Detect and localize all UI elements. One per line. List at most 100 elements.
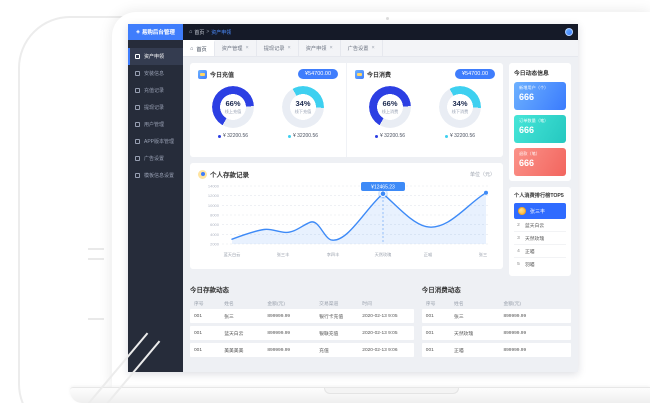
legend-dot	[374, 134, 378, 138]
svg-text:蓝天白云: 蓝天白云	[224, 251, 241, 258]
cell: 899999.99	[267, 313, 291, 319]
donut-amount: ¥ 32200.56	[439, 133, 481, 139]
deposit-record-icon	[198, 169, 207, 179]
sidebar-item-recharge-records[interactable]: 充值记录	[128, 82, 183, 99]
cell: 2020-02-13 9:05	[362, 313, 398, 319]
stat-card-value: 666	[519, 92, 535, 102]
cell: 001	[194, 313, 203, 319]
home-icon: ⌂	[190, 46, 194, 52]
cell: 张三	[454, 314, 464, 320]
ranking-rank: 2	[517, 222, 520, 228]
donut-recharge-offline: 34% 线下充值 ¥ 32200.56	[282, 86, 324, 139]
recharge-icon	[198, 69, 207, 79]
consume-stats: 今日消费 ¥54700.00 66%	[346, 63, 503, 157]
donut-percent: 66%	[225, 99, 241, 108]
deposit-line-chart: 14000 12000 10000 8000 6000 4000 2000	[208, 182, 490, 258]
cell: 899999.99	[503, 330, 527, 336]
chart-tooltip: ¥12465.23	[361, 182, 405, 191]
table-header: 序号 姓名 金额(元) 交易渠道 时间	[190, 298, 414, 309]
cell: 天然玫瑰	[454, 331, 474, 337]
cell: 899999.99	[503, 313, 527, 319]
col-header: 金额(元)	[267, 302, 285, 307]
tab-assets-management[interactable]: 资产管理 ×	[215, 40, 257, 56]
sidebar-item-label: 资产申领	[144, 54, 165, 60]
tab-label: 首页	[196, 46, 207, 53]
sidebar-item-template-settings[interactable]: 模板信息设置	[128, 167, 183, 184]
sidebar-item-label: 广告设置	[144, 156, 165, 162]
cell: 001	[194, 330, 203, 336]
consume-title: 今日消费	[367, 72, 392, 79]
ranking-item: 3 天然玫瑰	[514, 232, 566, 245]
col-header: 姓名	[224, 302, 234, 307]
donut-ring	[212, 86, 254, 128]
legend-dot	[444, 134, 448, 138]
ranking-item: 4 正喵	[514, 245, 566, 258]
tab-withdraw-records[interactable]: 提现记录 ×	[257, 40, 299, 56]
cell: 899999.99	[267, 347, 291, 353]
svg-text:6000: 6000	[210, 222, 220, 227]
tab-ad-settings[interactable]: 广告设置 ×	[341, 40, 383, 56]
amount-text: ¥ 32200.56	[292, 133, 319, 139]
breadcrumb-home[interactable]: 首页	[194, 29, 205, 36]
ranking-rank: 4	[517, 248, 520, 254]
donut-amount: ¥ 32200.56	[282, 133, 324, 139]
cell: 银行卡充值	[319, 314, 344, 320]
donut-label: 线下消费	[451, 109, 469, 114]
sidebar-item-install-info[interactable]: 安装信息	[128, 65, 183, 82]
tab-home[interactable]: ⌂ 首页	[183, 40, 215, 56]
svg-text:天然玫瑰: 天然玫瑰	[375, 251, 393, 258]
svg-text:2000: 2000	[210, 242, 220, 247]
table-row: 001 蓝天白云 899999.99 银联充值 2020-02-13 9:05	[190, 326, 414, 340]
close-icon[interactable]: ×	[245, 45, 249, 51]
svg-text:张三: 张三	[479, 251, 487, 258]
breadcrumb: ⌂ 首页 > 资产申领	[189, 29, 231, 36]
svg-text:¥12465.23: ¥12465.23	[371, 185, 395, 191]
legend-dot	[287, 134, 291, 138]
sidebar-item-app-version[interactable]: APP版本管理	[128, 133, 183, 150]
sidebar-item-ad-settings[interactable]: 广告设置	[128, 150, 183, 167]
svg-text:李四丰: 李四丰	[327, 251, 340, 258]
close-icon[interactable]: ×	[287, 45, 291, 51]
ranking-rank: 5	[517, 262, 520, 267]
cell: 2020-02-13 9:05	[362, 330, 398, 336]
avatar[interactable]	[565, 28, 573, 36]
ranking-item: 2 蓝天白云	[514, 219, 566, 232]
tab-assets-claim[interactable]: 资产申领 ×	[299, 40, 341, 56]
table-row: 001 张三 899999.99	[421, 309, 571, 323]
laptop-base-notch	[324, 388, 459, 394]
sidebar-item-label: 用户管理	[144, 122, 165, 128]
laptop-base	[70, 387, 650, 403]
line-area	[232, 192, 486, 244]
chart-title: 个人存款记录	[210, 172, 249, 179]
svg-text:14000: 14000	[208, 184, 220, 189]
assets-claim-icon	[135, 54, 140, 59]
home-icon: ⌂	[189, 29, 193, 35]
ranking-first-item: 张三丰	[514, 203, 566, 219]
sidebar-item-user-management[interactable]: 用户管理	[128, 116, 183, 133]
table-title: 今日存款动态	[190, 287, 229, 294]
app-title: 易购后台管理	[141, 30, 175, 36]
amount-text: ¥ 32200.56	[222, 133, 249, 139]
line-path	[231, 192, 487, 241]
cell: 美美美美	[224, 348, 244, 354]
user-management-icon	[135, 122, 140, 127]
deposit-table: 今日存款动态 序号 姓名 金额(元) 交易渠道 时间 001 张三	[190, 282, 414, 366]
cell: 银联充值	[319, 331, 339, 337]
close-icon[interactable]: ×	[371, 45, 375, 51]
today-dynamics-panel: 今日动态信息 新增用户（个） 666 订单数量（笔） 666	[509, 63, 571, 181]
deposit-record-card: 个人存款记录 单位（元）	[190, 163, 503, 269]
consume-total-button[interactable]: ¥54700.00	[455, 69, 495, 79]
sidebar-item-label: 安装信息	[144, 71, 165, 77]
app-logo[interactable]: ◈ 易购后台管理	[128, 24, 183, 40]
amount-text: ¥ 32200.56	[379, 133, 406, 139]
recharge-stats: 今日充值 ¥54700.00 66%	[190, 63, 346, 157]
sidebar-item-label: 提现记录	[144, 105, 165, 111]
sidebar-item-withdraw-records[interactable]: 提现记录	[128, 99, 183, 116]
stat-card-value: 666	[519, 158, 535, 168]
ranking-name: 天然玫瑰	[525, 236, 545, 242]
close-icon[interactable]: ×	[329, 45, 333, 51]
sidebar-item-assets-claim[interactable]: 资产申领	[128, 48, 183, 65]
donut-consume-offline: 34% 线下消费 ¥ 32200.56	[439, 86, 481, 139]
recharge-total-button[interactable]: ¥54700.00	[298, 69, 338, 79]
